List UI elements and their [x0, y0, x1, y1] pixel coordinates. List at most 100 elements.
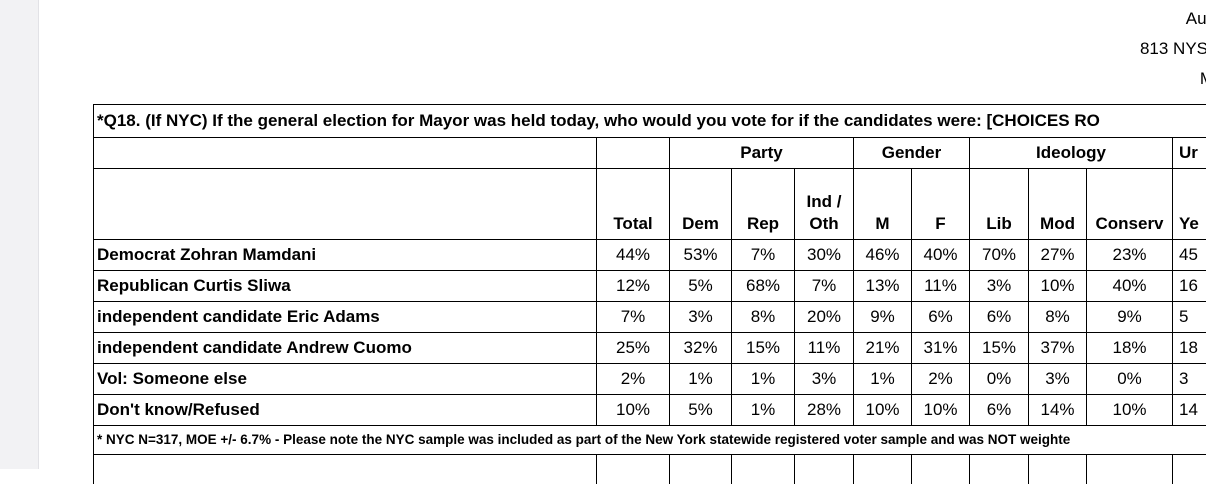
- value-cell: 2%: [912, 364, 970, 395]
- value-cell: 3%: [795, 364, 854, 395]
- value-cell: 32%: [670, 333, 732, 364]
- value-cell: 40%: [912, 240, 970, 271]
- value-cell: 5: [1173, 302, 1206, 333]
- empty-cell: [597, 455, 670, 484]
- value-cell: 10%: [1029, 271, 1087, 302]
- empty-cell: [912, 455, 970, 484]
- column-header: Dem: [670, 169, 732, 240]
- value-cell: 11%: [912, 271, 970, 302]
- empty-cell: [597, 138, 670, 169]
- value-cell: 8%: [1029, 302, 1087, 333]
- value-cell: 3%: [970, 271, 1029, 302]
- empty-cell: [795, 455, 854, 484]
- value-cell: 6%: [912, 302, 970, 333]
- column-header: M: [854, 169, 912, 240]
- empty-cell: [670, 455, 732, 484]
- value-cell: 6%: [970, 302, 1029, 333]
- value-cell: 10%: [854, 395, 912, 426]
- value-cell: 44%: [597, 240, 670, 271]
- group-ideology: Ideology: [970, 138, 1173, 169]
- value-cell: 14%: [1029, 395, 1087, 426]
- empty-cell: [1029, 455, 1087, 484]
- empty-cell: [732, 455, 795, 484]
- value-cell: 27%: [1029, 240, 1087, 271]
- group-union: Ur: [1173, 138, 1206, 169]
- column-header: F: [912, 169, 970, 240]
- row-label: Don't know/Refused: [94, 395, 597, 426]
- value-cell: 16: [1173, 271, 1206, 302]
- row-label: independent candidate Andrew Cuomo: [94, 333, 597, 364]
- empty-cell: [854, 455, 912, 484]
- header-sample: 813 NYS: [1140, 34, 1206, 64]
- value-cell: 0%: [970, 364, 1029, 395]
- row-label: Republican Curtis Sliwa: [94, 271, 597, 302]
- value-cell: 53%: [670, 240, 732, 271]
- column-header: Conserv: [1087, 169, 1173, 240]
- value-cell: 31%: [912, 333, 970, 364]
- value-cell: 3: [1173, 364, 1206, 395]
- value-cell: 9%: [1087, 302, 1173, 333]
- value-cell: 14: [1173, 395, 1206, 426]
- value-cell: 12%: [597, 271, 670, 302]
- value-cell: 28%: [795, 395, 854, 426]
- empty-cell: [94, 455, 597, 484]
- value-cell: 30%: [795, 240, 854, 271]
- value-cell: 13%: [854, 271, 912, 302]
- empty-cell: [1173, 455, 1206, 484]
- empty-cell: [1087, 455, 1173, 484]
- value-cell: 15%: [732, 333, 795, 364]
- value-cell: 45: [1173, 240, 1206, 271]
- value-cell: 1%: [732, 364, 795, 395]
- crosstab-table: *Q18. (If NYC) If the general election f…: [93, 104, 1206, 484]
- column-header: Mod: [1029, 169, 1087, 240]
- column-header: Lib: [970, 169, 1029, 240]
- footnote: * NYC N=317, MOE +/- 6.7% - Please note …: [94, 426, 1206, 455]
- header-margin: M: [1140, 64, 1206, 94]
- value-cell: 7%: [795, 271, 854, 302]
- empty-cell: [94, 169, 597, 240]
- value-cell: 37%: [1029, 333, 1087, 364]
- value-cell: 10%: [1087, 395, 1173, 426]
- value-cell: 40%: [1087, 271, 1173, 302]
- crosstab-sheet: *Q18. (If NYC) If the general election f…: [93, 104, 1206, 484]
- value-cell: 46%: [854, 240, 912, 271]
- empty-cell: [94, 138, 597, 169]
- value-cell: 21%: [854, 333, 912, 364]
- value-cell: 3%: [1029, 364, 1087, 395]
- left-gutter: [0, 0, 39, 469]
- report-header: Aug 813 NYS M: [1140, 4, 1206, 94]
- value-cell: 18: [1173, 333, 1206, 364]
- value-cell: 5%: [670, 271, 732, 302]
- row-label: Vol: Someone else: [94, 364, 597, 395]
- value-cell: 6%: [970, 395, 1029, 426]
- value-cell: 0%: [1087, 364, 1173, 395]
- row-label: independent candidate Eric Adams: [94, 302, 597, 333]
- group-party: Party: [670, 138, 854, 169]
- value-cell: 11%: [795, 333, 854, 364]
- value-cell: 15%: [970, 333, 1029, 364]
- value-cell: 7%: [597, 302, 670, 333]
- value-cell: 18%: [1087, 333, 1173, 364]
- column-header: Total: [597, 169, 670, 240]
- value-cell: 25%: [597, 333, 670, 364]
- value-cell: 5%: [670, 395, 732, 426]
- value-cell: 10%: [597, 395, 670, 426]
- value-cell: 70%: [970, 240, 1029, 271]
- value-cell: 20%: [795, 302, 854, 333]
- value-cell: 68%: [732, 271, 795, 302]
- column-header: Ye: [1173, 169, 1206, 240]
- value-cell: 2%: [597, 364, 670, 395]
- value-cell: 8%: [732, 302, 795, 333]
- value-cell: 3%: [670, 302, 732, 333]
- value-cell: 10%: [912, 395, 970, 426]
- value-cell: 9%: [854, 302, 912, 333]
- value-cell: 1%: [670, 364, 732, 395]
- group-gender: Gender: [854, 138, 970, 169]
- column-header: Ind /Oth: [795, 169, 854, 240]
- value-cell: 1%: [732, 395, 795, 426]
